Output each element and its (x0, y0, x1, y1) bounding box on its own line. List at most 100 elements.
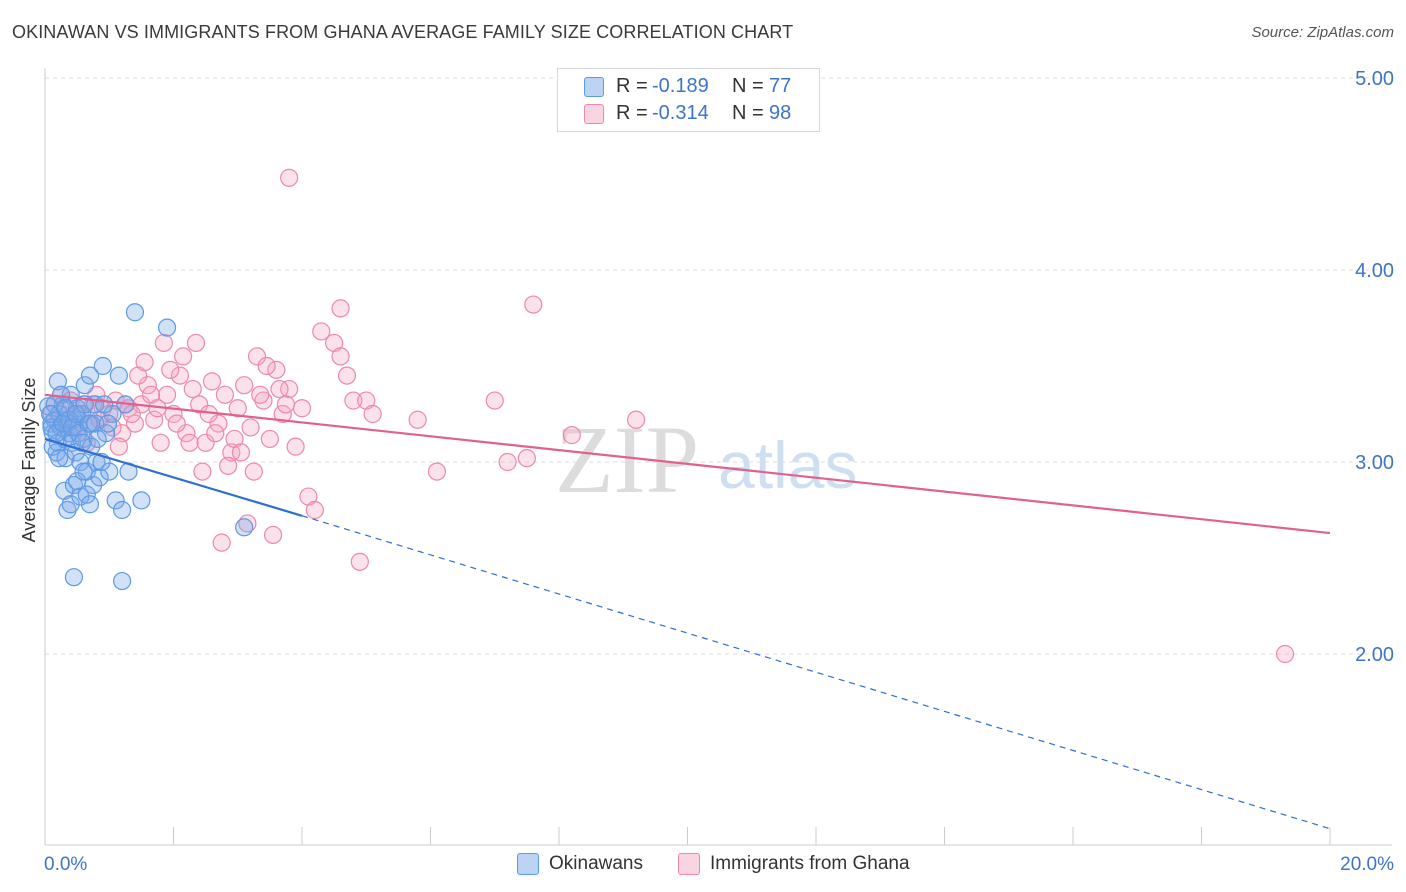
x-tick-label: 20.0% (1340, 854, 1394, 875)
okinawan-point (71, 487, 90, 506)
okinawan-point (109, 366, 128, 385)
ghana-point (247, 347, 267, 366)
ghana-point (273, 404, 292, 424)
ghana-point (498, 452, 517, 472)
ghana-point (180, 433, 199, 452)
bottom-legend-label: Immigrants from Ghana (710, 853, 910, 874)
ghana-point (331, 299, 350, 318)
okinawan-point (48, 372, 67, 391)
okinawan-point (42, 418, 61, 437)
source-credit: Source: ZipAtlas.com (1251, 24, 1394, 41)
ghana-point (276, 395, 296, 414)
correlation-legend: R = -0.189 N = 77 R = -0.314 N = 98 (557, 68, 820, 132)
chart-title: OKINAWAN VS IMMIGRANTS FROM GHANA AVERAG… (12, 22, 794, 42)
okinawan-point (95, 395, 114, 414)
ghana-point (202, 372, 222, 391)
ghana-point (183, 379, 202, 399)
okinawan-point (79, 414, 98, 433)
okinawan-trend-line (44, 437, 303, 517)
ghana-point (161, 360, 180, 379)
ghana-point (254, 391, 273, 410)
okinawan-point (64, 568, 84, 587)
y-tick-label: 4.00 (1355, 260, 1394, 282)
y-tick-label: 3.00 (1355, 452, 1394, 474)
ghana-point (122, 404, 141, 424)
ghana-point (206, 424, 225, 443)
x-tick-label: 0.0% (44, 854, 87, 875)
ghana-point (112, 424, 132, 443)
ghana-point (154, 333, 173, 353)
okinawan-point (50, 449, 69, 468)
watermark-zip: ZIP (555, 406, 699, 513)
ghana-point (235, 376, 254, 395)
okinawan-point (112, 571, 132, 591)
ghana-point (125, 414, 145, 433)
ghana-point (190, 395, 209, 414)
axes (44, 68, 1392, 846)
ghana-point (337, 366, 357, 385)
ghana-point (196, 433, 215, 452)
ghana-point (331, 347, 350, 366)
ghana-point (228, 399, 247, 418)
ghana-point (109, 437, 128, 456)
ghana-point (145, 410, 164, 429)
ghana-point (344, 391, 363, 410)
okinawan-point (58, 500, 77, 520)
ghana-point (244, 462, 263, 481)
ghana-point (177, 424, 196, 443)
ghana-point (251, 385, 270, 404)
bottom-legend-swatch-pink (678, 853, 700, 875)
ghana-point (626, 410, 646, 429)
okinawan-point (112, 500, 132, 520)
ghana-point (305, 500, 324, 520)
okinawan-points (39, 303, 254, 591)
legend-r-label: R = (616, 75, 648, 97)
okinawan-point (71, 452, 90, 472)
watermark-atlas: atlas (718, 428, 857, 502)
legend-r-label: R = (616, 102, 648, 124)
ghana-trend-line (44, 393, 1331, 535)
watermark: ZIP atlas (555, 406, 857, 513)
grid-lines (45, 77, 1390, 655)
ghana-point (170, 366, 190, 385)
ghana-point (135, 353, 154, 372)
okinawan-point (235, 518, 254, 537)
ghana-point (157, 385, 177, 404)
ghana-point (427, 462, 447, 481)
okinawan-trend-extension (301, 515, 1331, 830)
okinawan-point (61, 495, 80, 514)
ghana-point (292, 399, 312, 418)
okinawan-point (157, 318, 177, 337)
okinawan-point (98, 414, 118, 433)
ghana-point (174, 347, 193, 366)
y-axis-label: Average Family Size (19, 378, 39, 543)
okinawan-point (125, 303, 145, 322)
ghana-point (138, 376, 157, 395)
legend-n-label: N = (732, 102, 764, 124)
ghana-point (517, 449, 536, 468)
bottom-legend-label: Okinawans (549, 853, 643, 874)
okinawan-point (56, 449, 75, 468)
okinawan-point (75, 376, 94, 395)
ghana-point (222, 443, 241, 462)
ghana-point (485, 391, 504, 410)
ghana-point (280, 168, 299, 187)
ghana-point (219, 456, 238, 475)
ghana-point (167, 414, 186, 433)
ghana-point (186, 333, 206, 353)
ghana-point (562, 426, 581, 445)
okinawan-point (80, 495, 100, 514)
ghana-point (270, 379, 289, 399)
tick-labels: 2.00 3.00 4.00 5.00 0.0% 20.0% (44, 68, 1394, 875)
ghana-point (350, 552, 369, 571)
bottom-legend-swatch-blue (517, 853, 539, 875)
legend-r-value: -0.314 (652, 102, 709, 124)
ghana-point (280, 379, 299, 399)
ghana-point (260, 429, 279, 449)
okinawan-point (74, 462, 93, 481)
y-tick-label: 5.00 (1355, 68, 1394, 90)
ghana-point (263, 525, 283, 545)
ghana-point (267, 360, 286, 379)
okinawan-point (88, 429, 107, 449)
